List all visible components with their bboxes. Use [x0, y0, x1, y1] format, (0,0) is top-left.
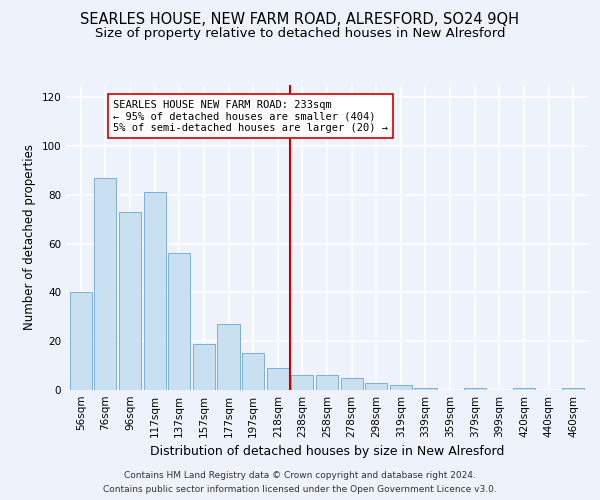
Text: Contains public sector information licensed under the Open Government Licence v3: Contains public sector information licen…	[103, 484, 497, 494]
Y-axis label: Number of detached properties: Number of detached properties	[23, 144, 36, 330]
Bar	[513, 388, 535, 390]
Bar	[242, 354, 264, 390]
Bar	[168, 254, 190, 390]
Bar	[464, 388, 486, 390]
Bar	[143, 192, 166, 390]
Text: SEARLES HOUSE NEW FARM ROAD: 233sqm
← 95% of detached houses are smaller (404)
5: SEARLES HOUSE NEW FARM ROAD: 233sqm ← 95…	[113, 100, 388, 133]
Bar	[365, 382, 388, 390]
Bar	[94, 178, 116, 390]
Bar	[341, 378, 363, 390]
Bar	[266, 368, 289, 390]
X-axis label: Distribution of detached houses by size in New Alresford: Distribution of detached houses by size …	[150, 446, 504, 458]
Bar	[193, 344, 215, 390]
Bar	[562, 388, 584, 390]
Text: Contains HM Land Registry data © Crown copyright and database right 2024.: Contains HM Land Registry data © Crown c…	[124, 472, 476, 480]
Bar	[316, 376, 338, 390]
Bar	[390, 385, 412, 390]
Bar	[415, 388, 437, 390]
Bar	[70, 292, 92, 390]
Bar	[291, 376, 313, 390]
Text: Size of property relative to detached houses in New Alresford: Size of property relative to detached ho…	[95, 28, 505, 40]
Bar	[119, 212, 141, 390]
Text: SEARLES HOUSE, NEW FARM ROAD, ALRESFORD, SO24 9QH: SEARLES HOUSE, NEW FARM ROAD, ALRESFORD,…	[80, 12, 520, 28]
Bar	[217, 324, 239, 390]
